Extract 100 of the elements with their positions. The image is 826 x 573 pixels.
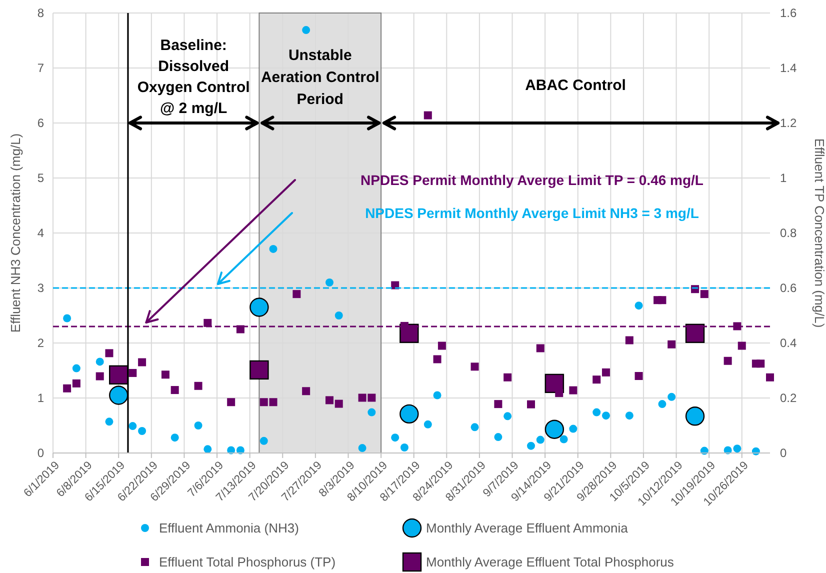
point: [227, 398, 236, 406]
point: [433, 355, 442, 364]
point: [358, 444, 366, 452]
point: [334, 400, 343, 408]
point: [569, 424, 578, 433]
point: [128, 422, 137, 430]
point: [161, 370, 170, 379]
point: [105, 418, 114, 426]
point: [756, 360, 765, 368]
legend-label: Effluent Total Phosphorus (TP): [159, 554, 336, 570]
point: [260, 398, 268, 406]
point: [738, 342, 746, 350]
y2-tick-label: 1.2: [780, 116, 798, 130]
point: [592, 376, 601, 384]
point: [325, 278, 334, 286]
point: [170, 386, 179, 394]
y-tick-label: 1: [37, 391, 44, 405]
point: [368, 408, 376, 416]
point: [72, 379, 80, 388]
point: [424, 420, 432, 428]
point: [438, 342, 446, 350]
point: [625, 336, 634, 344]
point: [269, 398, 278, 406]
point: [602, 368, 610, 376]
ref-line-label: NPDES Permit Monthly Averge Limit NH3 = 3 mg/L: [365, 205, 700, 221]
point: [302, 387, 310, 396]
y-tick-label: 2: [37, 336, 44, 350]
point: [536, 344, 544, 352]
point: [685, 324, 705, 343]
point: [555, 389, 564, 398]
point: [170, 434, 179, 442]
point: [269, 244, 278, 253]
point: [560, 435, 568, 444]
point: [724, 356, 732, 365]
point: [658, 296, 666, 304]
point: [766, 373, 774, 382]
point: [625, 412, 634, 420]
point: [128, 368, 137, 377]
point: [138, 427, 146, 435]
point: [569, 386, 578, 394]
point: [400, 404, 419, 424]
y2-axis-title: Effluent TP Concentration (mg/L): [812, 138, 826, 328]
point: [250, 298, 269, 317]
point: [658, 400, 666, 408]
point: [368, 394, 376, 402]
point: [470, 423, 479, 432]
point: [194, 422, 202, 430]
point: [494, 400, 502, 408]
point: [494, 433, 502, 442]
band-label: Unstable Aeration Control Period: [260, 47, 380, 108]
y-axis-title: Effluent NH3 Concentration (mg/L): [8, 133, 23, 333]
point: [424, 111, 432, 120]
point: [63, 384, 72, 392]
legend-label: Monthly Average Effluent Total Phosphorus: [426, 554, 674, 570]
point: [668, 340, 676, 348]
point: [391, 434, 400, 442]
y2-tick-label: 0: [780, 446, 787, 460]
y-tick-label: 4: [37, 226, 44, 240]
point: [504, 412, 512, 420]
point: [700, 290, 708, 298]
point: [358, 394, 366, 402]
y-tick-label: 3: [37, 281, 44, 295]
point: [138, 358, 146, 366]
point: [105, 349, 114, 358]
point: [109, 386, 128, 405]
point: [250, 360, 269, 380]
annotation: ABAC Control: [525, 77, 626, 94]
y-tick-label: 8: [37, 6, 44, 20]
point: [544, 420, 564, 439]
point: [302, 26, 310, 34]
point: [204, 445, 212, 454]
y2-tick-label: 0.4: [780, 336, 798, 350]
point: [602, 412, 610, 420]
point: [470, 362, 479, 371]
point: [733, 444, 742, 453]
point: [292, 290, 301, 298]
y2-tick-label: 1: [780, 171, 787, 185]
y-tick-label: 5: [37, 171, 44, 185]
y-tick-label: 0: [37, 446, 44, 460]
point: [194, 382, 202, 390]
point: [685, 406, 705, 426]
y-tick-label: 6: [37, 116, 44, 130]
y2-tick-label: 0.8: [780, 226, 798, 240]
point: [433, 391, 442, 400]
point: [325, 396, 334, 404]
point: [634, 372, 643, 380]
point: [544, 374, 564, 394]
point: [527, 400, 535, 408]
point: [260, 436, 268, 445]
point: [400, 444, 408, 452]
y-tick-label: 7: [37, 61, 44, 75]
legend-label: Effluent Ammonia (NH3): [159, 520, 299, 536]
y2-tick-label: 0.6: [780, 281, 798, 295]
point: [504, 373, 512, 382]
point: [63, 314, 72, 322]
ref-line-label: NPDES Permit Monthly Averge Limit TP = 0.46 mg/L: [360, 172, 704, 188]
point: [72, 364, 80, 372]
y2-tick-label: 1.6: [780, 6, 798, 20]
point: [334, 312, 343, 320]
point: [592, 408, 601, 416]
